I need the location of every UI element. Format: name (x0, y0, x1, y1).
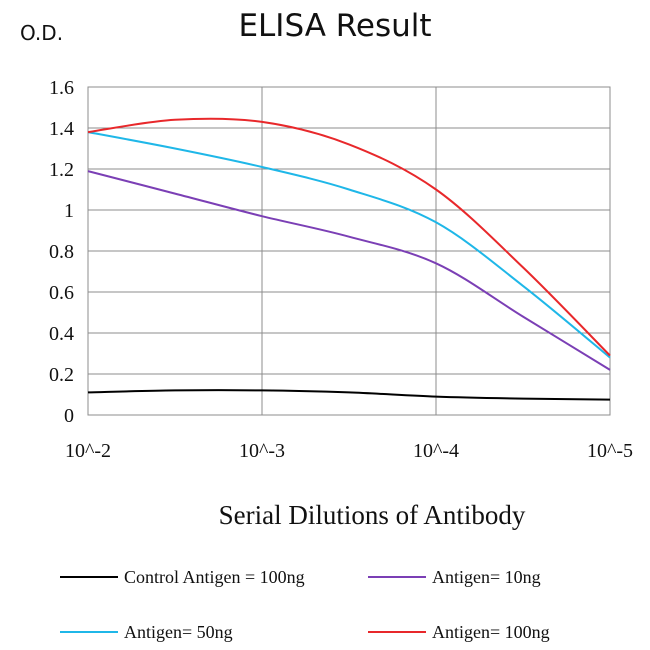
y-tick-label: 0.2 (49, 364, 74, 386)
series-line-4 (87, 117, 611, 357)
x-tick-label: 10^-5 (587, 440, 633, 462)
y-tick-label: 1.4 (49, 118, 74, 140)
legend-label: Antigen= 100ng (432, 622, 550, 642)
legend-label: Antigen= 10ng (432, 567, 541, 587)
x-tick-label: 10^-4 (413, 440, 459, 462)
chart-title: ELISA Result (238, 8, 431, 44)
y-tick-label: 1.2 (49, 159, 74, 181)
x-axis-label: Serial Dilutions of Antibody (219, 500, 526, 530)
x-tick-label: 10^-3 (239, 440, 285, 462)
y-tick-label: 0.8 (49, 241, 74, 263)
series-line-1 (87, 389, 611, 401)
y-tick-label: 1 (64, 200, 74, 222)
y-axis-label: O.D. (20, 21, 63, 45)
y-tick-label: 1.6 (49, 77, 74, 99)
x-tick-label: 10^-2 (65, 440, 111, 462)
y-tick-label: 0 (64, 405, 74, 427)
y-tick-label: 0.4 (49, 323, 74, 345)
legend-label: Antigen= 50ng (124, 622, 233, 642)
series-line-3 (87, 131, 611, 359)
legend-label: Control Antigen = 100ng (124, 567, 305, 587)
series-line-2 (87, 170, 611, 371)
y-tick-label: 0.6 (49, 282, 74, 304)
